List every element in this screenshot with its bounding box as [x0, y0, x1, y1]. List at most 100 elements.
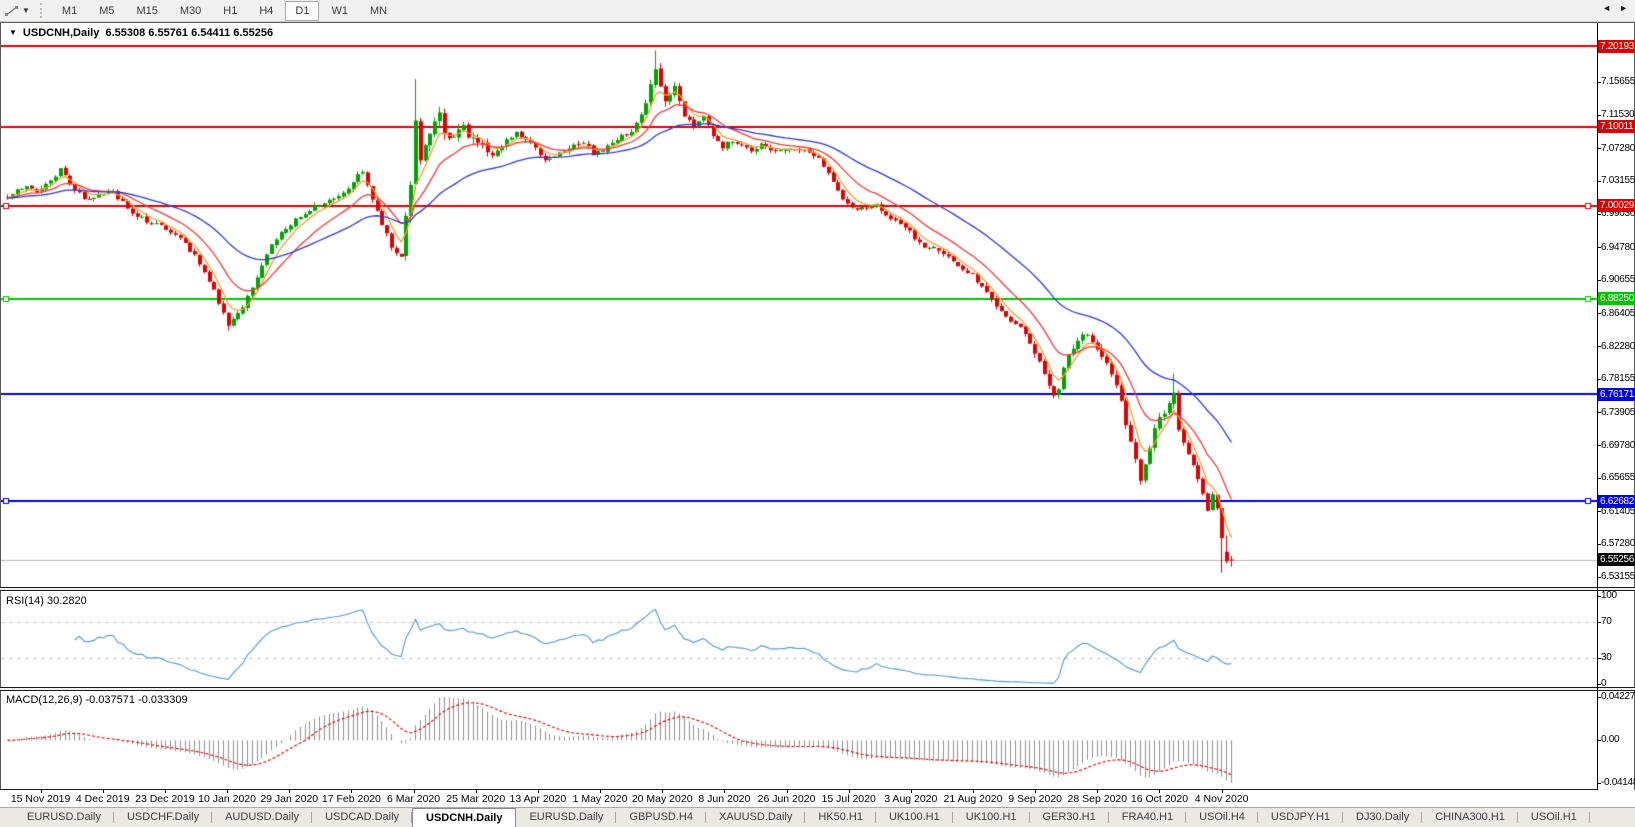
timeframe-button-M5[interactable]: M5: [99, 4, 115, 17]
price-tick-label: 7.03155: [1601, 175, 1635, 187]
date-tick-label: 4 Nov 2020: [1194, 793, 1249, 805]
rsi-scale-tick: [1597, 622, 1601, 624]
price-tick-mark: [1597, 247, 1601, 249]
price-tick-label: 6.53155: [1601, 571, 1635, 583]
hline-price-label[interactable]: 7.00029: [1598, 199, 1635, 213]
tabbar-scroll-left-icon[interactable]: ◄: [1602, 3, 1612, 13]
price-tick-mark: [1597, 445, 1601, 447]
chart-tab-USDCNH-Daily[interactable]: USDCNH.Daily: [412, 808, 517, 827]
chart-tab-USOil-H4[interactable]: USOil.H4: [1186, 808, 1258, 827]
chart-window-border: [0, 22, 1635, 23]
chart-caption[interactable]: ▼ USDCNH,Daily 6.55308 6.55761 6.54411 6.…: [9, 27, 273, 39]
date-tick-label: 15 Jul 2020: [821, 793, 876, 805]
macd-scale-tick: [1597, 740, 1601, 742]
date-tick-label: 29 Jan 2020: [260, 793, 319, 805]
timeframe-button-M1[interactable]: M1: [61, 4, 78, 17]
date-tick-mark: [973, 790, 974, 793]
chart-tab-GBPUSD-H4[interactable]: GBPUSD.H4: [616, 808, 706, 827]
hline-price-label[interactable]: 6.88250: [1598, 292, 1635, 306]
chart-tab-AUDUSD-Daily[interactable]: AUDUSD.Daily: [212, 808, 313, 827]
timeframe-button-H4[interactable]: H4: [259, 4, 274, 17]
hline-price-label[interactable]: 6.76171: [1598, 387, 1635, 401]
price-tick-label: 6.65655: [1601, 472, 1635, 484]
price-tick-mark: [1597, 378, 1601, 380]
chart-tab-USDCAD-Daily[interactable]: USDCAD.Daily: [312, 808, 413, 827]
chart-tab-HK50-H1[interactable]: HK50.H1: [805, 808, 876, 827]
rsi-scale-tick: [1597, 596, 1601, 597]
macd-panel-canvas[interactable]: [1, 692, 1597, 789]
chart-tab-USDJPY-H1[interactable]: USDJPY.H1: [1258, 808, 1344, 827]
date-tick-label: 26 Jun 2020: [757, 793, 816, 805]
timeframe-button-W1[interactable]: W1: [331, 4, 348, 17]
panel-splitter[interactable]: [0, 587, 1635, 591]
chart-tab-UK100-H1[interactable]: UK100.H1: [876, 808, 953, 827]
date-tick-mark: [289, 790, 291, 793]
toolbar-grip[interactable]: [39, 3, 45, 18]
chart-tab-USOil-H1[interactable]: USOil.H1: [1518, 808, 1590, 827]
timeframe-button-M15[interactable]: M15: [136, 4, 158, 17]
date-tick-mark: [537, 790, 539, 793]
timeframe-button-M30[interactable]: M30: [179, 4, 202, 17]
date-tick-mark: [1159, 790, 1161, 793]
panel-splitter[interactable]: [0, 687, 1635, 691]
tabbar-scroll-buttons: ◄ ►: [1598, 3, 1632, 13]
chart-tab-DJ30-Daily[interactable]: DJ30.Daily: [1343, 808, 1423, 827]
date-tick-mark: [475, 790, 477, 793]
price-tick-mark: [1597, 576, 1601, 578]
price-tick-mark: [1597, 477, 1601, 479]
rsi-scale-label: 30: [1601, 651, 1612, 663]
date-tick-mark: [724, 790, 726, 793]
date-tick-mark: [1097, 790, 1099, 793]
date-tick-mark: [662, 790, 664, 793]
chart-tab-FRA40-H1[interactable]: FRA40.H1: [1109, 808, 1187, 827]
date-tick-label: 3 Aug 2020: [884, 793, 938, 805]
line-tool-button[interactable]: ▼: [0, 4, 34, 18]
price-tick-label: 6.86405: [1601, 307, 1635, 319]
timeframe-button-H1[interactable]: H1: [223, 4, 238, 17]
collapse-caret-icon[interactable]: ▼: [9, 28, 17, 37]
chart-window-border: [0, 22, 1, 807]
price-chart-canvas[interactable]: [1, 23, 1597, 587]
current-price-label: 6.55256: [1598, 553, 1635, 567]
date-tick-mark: [102, 790, 104, 793]
price-tick-mark: [1597, 313, 1601, 315]
chart-tab-GER30-H1[interactable]: GER30.H1: [1030, 808, 1109, 827]
date-tick-label: 15 Nov 2019: [10, 793, 71, 805]
price-tick-mark: [1597, 213, 1601, 215]
rsi-scale-label: 0: [1601, 678, 1607, 689]
chart-tab-CHINA300-H1[interactable]: CHINA300.H1: [1422, 808, 1518, 827]
rsi-panel-canvas[interactable]: [1, 592, 1597, 687]
hline-price-label[interactable]: 7.10011: [1598, 120, 1635, 134]
timeframe-button-MN[interactable]: MN: [369, 4, 388, 17]
price-tick-mark: [1597, 81, 1601, 83]
price-tick-mark: [1597, 511, 1601, 513]
date-tick-label: 1 May 2020: [572, 793, 628, 805]
tabbar-scroll-right-icon[interactable]: ►: [1619, 3, 1628, 13]
chart-tab-EURUSD-Daily[interactable]: EURUSD.Daily: [516, 808, 617, 827]
chart-tab-EURUSD-Daily[interactable]: EURUSD.Daily: [14, 808, 114, 827]
timeframe-button-D1[interactable]: D1: [285, 0, 320, 21]
macd-scale-label: 0.00: [1601, 734, 1620, 746]
date-tick-mark: [1221, 790, 1223, 793]
price-tick-label: 6.90655: [1601, 274, 1635, 286]
chart-tab-XAUUSD-Daily[interactable]: XAUUSD.Daily: [706, 808, 806, 827]
price-tick-mark: [1597, 543, 1601, 545]
date-tick-mark: [40, 790, 42, 793]
chart-tab-UK100-H1[interactable]: UK100.H1: [953, 808, 1030, 827]
rsi-scale-label: 100: [1601, 590, 1617, 601]
date-tick-label: 25 Mar 2020: [446, 793, 506, 805]
price-tick-label: 7.11530: [1601, 109, 1635, 121]
date-axis[interactable]: 15 Nov 2019 4 Dec 2019 23 Dec 2019 10 Jan 2…: [0, 790, 1635, 807]
chart-tabbar: EURUSD.Daily USDCHF.Daily AUDUSD.Daily USDC…: [0, 807, 1635, 827]
date-tick-mark: [848, 790, 850, 793]
date-tick-label: 8 Jun 2020: [698, 793, 751, 805]
hline-price-label[interactable]: 6.62682: [1598, 494, 1635, 508]
dropdown-caret-icon[interactable]: ▼: [22, 6, 30, 15]
price-tick-label: 7.15655: [1601, 76, 1635, 88]
chart-tab-USDCHF-Daily[interactable]: USDCHF.Daily: [114, 808, 213, 827]
hline-price-label[interactable]: 7.20193: [1598, 39, 1635, 53]
date-tick-label: 6 Mar 2020: [386, 793, 441, 805]
date-tick-label: 16 Oct 2020: [1130, 793, 1189, 805]
price-axis-line: [1597, 23, 1598, 790]
date-tick-label: 20 May 2020: [631, 793, 693, 805]
